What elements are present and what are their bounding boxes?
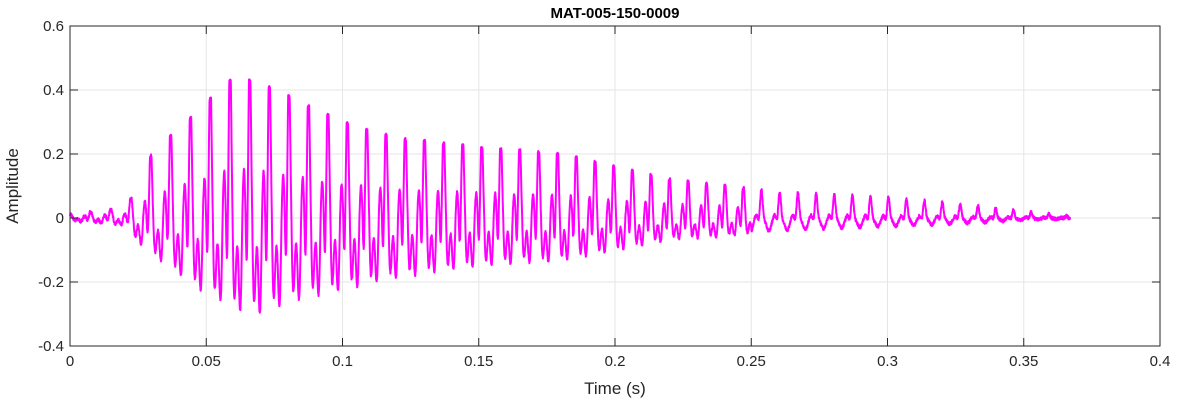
chart-title: MAT-005-150-0009: [551, 5, 680, 22]
x-tick-label: 0.3: [877, 353, 898, 370]
x-tick-label: 0.35: [1009, 353, 1038, 370]
y-tick-label: 0: [56, 210, 64, 227]
x-tick-label: 0.15: [464, 353, 493, 370]
x-tick-label: 0.25: [737, 353, 766, 370]
series-line: [69, 78, 1071, 314]
y-tick-label: 0.4: [43, 82, 64, 99]
y-tick-label: -0.2: [38, 274, 64, 291]
x-tick-label: 0: [66, 353, 74, 370]
y-tick-label: 0.2: [43, 146, 64, 163]
x-tick-label: 0.1: [332, 353, 353, 370]
x-axis-title: Time (s): [584, 379, 646, 398]
x-tick-label: 0.4: [1150, 353, 1171, 370]
x-tick-label: 0.2: [605, 353, 626, 370]
y-tick-label: -0.4: [38, 338, 64, 355]
y-axis-title: Amplitude: [3, 148, 22, 224]
ticks: 0 0.05 0.1 0.15 0.2 0.25 0.3 0.35 0.4 -0.4 -0.2 0 0.…: [38, 18, 1170, 370]
x-tick-label: 0.05: [192, 353, 221, 370]
y-tick-label: 0.6: [43, 18, 64, 35]
